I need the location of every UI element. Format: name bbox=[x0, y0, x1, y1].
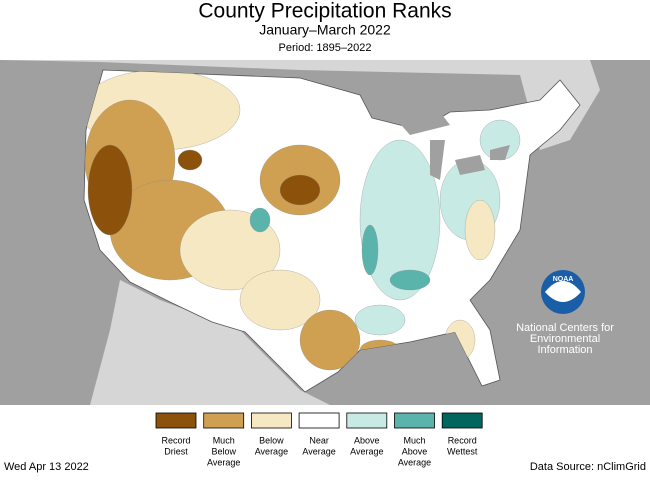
title: County Precipitation Ranks bbox=[198, 0, 451, 23]
great-lakes bbox=[395, 112, 510, 180]
county-ranks bbox=[84, 70, 521, 371]
legend-swatch bbox=[155, 412, 197, 429]
legend-label: Wettest bbox=[447, 446, 478, 456]
legend-label: Above bbox=[402, 446, 428, 456]
logo-text: NOAA bbox=[553, 276, 574, 283]
legend-label: Record bbox=[448, 435, 477, 445]
rank-region bbox=[359, 139, 441, 301]
rank-region bbox=[389, 269, 431, 291]
mexico bbox=[90, 280, 330, 405]
legend-label: Much bbox=[213, 435, 235, 445]
legend-swatch bbox=[346, 412, 388, 429]
ncei-line: Information bbox=[537, 344, 592, 356]
rank-region bbox=[354, 304, 406, 336]
legend-label: Record bbox=[161, 435, 190, 445]
us-map bbox=[83, 69, 581, 393]
footer-source: Data Source: nClimGrid bbox=[530, 461, 646, 473]
legend-swatch bbox=[298, 412, 340, 429]
rank-region bbox=[464, 199, 496, 261]
ncei-text: National Centers forEnvironmentalInforma… bbox=[516, 322, 614, 356]
rank-region bbox=[239, 269, 321, 331]
rank-region bbox=[299, 309, 361, 371]
legend-label: Above bbox=[354, 435, 380, 445]
legend-label: Much bbox=[403, 435, 425, 445]
legend-swatch bbox=[441, 412, 483, 429]
legend-label: Below bbox=[259, 435, 284, 445]
legend-label: Below bbox=[211, 446, 236, 456]
rank-region bbox=[177, 149, 203, 171]
legend-label: Average bbox=[255, 446, 288, 456]
rank-region bbox=[87, 144, 133, 236]
rank-region bbox=[361, 224, 379, 276]
legend-label: Average bbox=[302, 446, 335, 456]
rank-region bbox=[249, 207, 271, 233]
period: Period: 1895–2022 bbox=[279, 42, 372, 54]
legend-swatch bbox=[250, 412, 292, 429]
legend-label: Driest bbox=[164, 446, 188, 456]
noaa-logo-wave bbox=[545, 281, 581, 302]
subtitle: January–March 2022 bbox=[259, 22, 391, 38]
legend-swatch bbox=[394, 412, 435, 429]
legend-label: Average bbox=[398, 457, 431, 467]
footer-date: Wed Apr 13 2022 bbox=[4, 461, 89, 473]
legend-label: Average bbox=[207, 457, 240, 467]
legend-swatch bbox=[203, 412, 245, 429]
ncei-line: National Centers for bbox=[516, 322, 614, 334]
legend: RecordDriestMuchBelowAverageBelowAverage… bbox=[155, 412, 483, 467]
rank-region bbox=[279, 174, 321, 206]
legend-label: Near bbox=[309, 435, 329, 445]
ncei-line: Environmental bbox=[530, 333, 600, 345]
legend-label: Average bbox=[350, 446, 383, 456]
